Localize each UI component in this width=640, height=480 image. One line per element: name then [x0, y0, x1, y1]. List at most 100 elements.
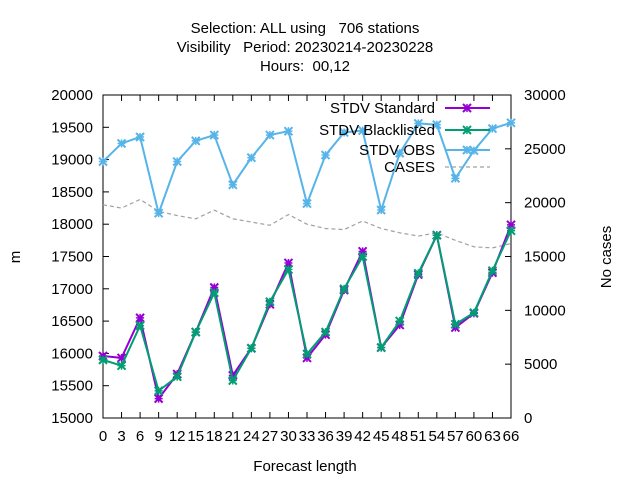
legend-item-stdv-standard: STDV Standard [330, 100, 490, 117]
x-tick-label: 33 [299, 428, 316, 445]
x-tick-label: 39 [336, 428, 353, 445]
legend-label: STDV OBS [359, 142, 435, 159]
series-stdv-blacklisted [98, 225, 516, 396]
series-stdv-obs [98, 118, 516, 218]
stdv-standard-line [102, 224, 512, 401]
y2-axis-label: No cases [598, 226, 615, 289]
cases-line [102, 198, 512, 249]
title-line-1: Selection: ALL using 706 stations [191, 20, 420, 37]
y-tick-label: 18500 [51, 184, 93, 201]
stdv-blacklisted-point [357, 251, 368, 262]
y-tick-label: 16500 [51, 313, 93, 330]
x-tick-label: 15 [187, 428, 204, 445]
x-tick-label: 3 [117, 428, 125, 445]
x-tick-label: 60 [466, 428, 483, 445]
x-tick-label: 57 [447, 428, 464, 445]
x-tick-label: 54 [428, 428, 445, 445]
stdv-obs-point [153, 208, 164, 218]
y2-tick-label: 30000 [524, 87, 566, 104]
y-axis-label: m [7, 251, 24, 264]
chart-title: Selection: ALL using 706 stations Visibi… [177, 20, 434, 75]
stdv-blacklisted-point [395, 316, 405, 326]
stdv-blacklisted-point [191, 327, 201, 337]
x-tick-label: 21 [224, 428, 241, 445]
stdv-obs-point [246, 152, 257, 163]
stdv-blacklisted-point [506, 225, 516, 236]
y-tick-label: 15000 [51, 410, 93, 427]
x-tick-label: 24 [243, 428, 260, 445]
legend-label: STDV Standard [330, 100, 435, 117]
legend-item-stdv-blacklisted: STDV Blacklisted [319, 122, 490, 139]
y2-tick-label: 20000 [524, 195, 566, 212]
legend-label: CASES [384, 159, 435, 176]
x-tick-label: 51 [410, 428, 427, 445]
y-tick-label: 18000 [51, 216, 93, 233]
stdv-obs-point [395, 148, 405, 158]
stdv-blacklisted-point [246, 343, 257, 353]
stdv-obs-point [320, 150, 331, 160]
legend-label: STDV Blacklisted [319, 122, 435, 139]
y2-tick-label: 0 [524, 410, 532, 427]
series-layer [98, 118, 516, 404]
plot-border [102, 94, 512, 419]
stdv-obs-point [376, 205, 386, 215]
x-tick-label: 36 [317, 428, 334, 445]
title-line-2: Visibility Period: 20230214-20230228 [177, 39, 434, 56]
stdv-blacklisted-point [153, 386, 164, 396]
stdv-obs-point [228, 180, 238, 190]
y2-tick-label: 25000 [524, 141, 566, 158]
x-tick-label: 45 [373, 428, 390, 445]
stdv-obs-point [265, 130, 275, 140]
x-axis-label: Forecast length [253, 458, 356, 475]
stdv-blacklisted-point [302, 349, 312, 359]
stdv-obs-point [191, 136, 201, 146]
stdv-obs-point [283, 126, 294, 136]
legend-stdv-standard-point [462, 103, 472, 113]
stdv-blacklisted-point [339, 284, 349, 294]
x-tick-label: 63 [484, 428, 501, 445]
x-tick-label: 9 [154, 428, 162, 445]
stdv-obs-point [116, 138, 127, 149]
stdv-standard-point [153, 393, 164, 404]
axis-ticks: 0 3 6 9 12 15 18 21 24 27 30 33 36 39 42 45 48 51 54 57 60 63… [51, 87, 565, 445]
y2-tick-label: 5000 [524, 356, 557, 373]
stdv-obs-point [98, 156, 108, 167]
stdv-blacklisted-point [487, 266, 498, 276]
stdv-obs-point [506, 118, 516, 128]
stdv-obs-point [172, 156, 182, 167]
y-tick-label: 19000 [51, 152, 93, 169]
x-tick-label: 6 [136, 428, 144, 445]
y-tick-label: 15500 [51, 378, 93, 395]
x-tick-label: 18 [206, 428, 223, 445]
stdv-blacklisted-line [102, 230, 512, 393]
stdv-blacklisted-point [265, 297, 275, 307]
x-tick-label: 0 [99, 428, 107, 445]
y2-tick-label: 10000 [524, 302, 566, 319]
stdv-obs-point [413, 118, 423, 129]
y2-tick-label: 15000 [524, 249, 566, 266]
y-tick-label: 20000 [51, 87, 93, 104]
stdv-blacklisted-point [376, 342, 386, 353]
stdv-blacklisted-point [228, 375, 238, 386]
stdv-obs-point [209, 130, 219, 140]
y-tick-label: 17500 [51, 249, 93, 266]
legend: STDV Standard STDV Blacklisted STDV OBSCAS… [319, 100, 490, 176]
plot-frame [102, 94, 512, 419]
legend-item-cases: CASES [384, 159, 490, 176]
stdv-obs-point [339, 127, 349, 138]
y-tick-label: 19500 [51, 119, 93, 136]
x-tick-label: 66 [503, 428, 520, 445]
series-cases [102, 198, 512, 249]
y-tick-label: 16000 [51, 345, 93, 362]
x-tick-label: 48 [391, 428, 408, 445]
stdv-blacklisted-point [432, 230, 442, 240]
x-tick-label: 42 [354, 428, 371, 445]
x-tick-label: 30 [280, 428, 297, 445]
stdv-blacklisted-point [116, 360, 127, 371]
stdv-blacklisted-point [450, 319, 461, 330]
stdv-obs-point [487, 123, 498, 134]
stdv-obs-point [432, 120, 442, 130]
stdv-standard-point [135, 313, 145, 323]
stdv-obs-point [450, 173, 461, 184]
stdv-blacklisted-point [209, 287, 219, 298]
